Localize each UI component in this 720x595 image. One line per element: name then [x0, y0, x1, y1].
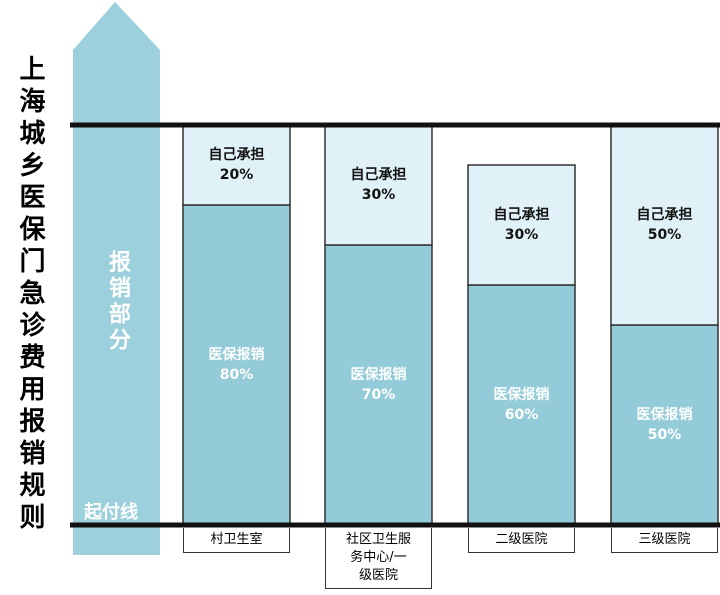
- segment-name: 自己承担: [209, 146, 265, 163]
- category-text: 社区卫生服务中心/一级医院: [345, 532, 411, 583]
- category-text: 三级医院: [638, 532, 691, 547]
- segment-name: 自己承担: [637, 206, 693, 223]
- segment-name: 自己承担: [494, 206, 550, 223]
- segment-name: 医保报销: [209, 346, 265, 363]
- category-label: 社区卫生服务中心/一级医院: [325, 528, 432, 589]
- segment-value: 50%: [648, 227, 682, 243]
- segment-value: 30%: [362, 187, 396, 203]
- bar-segment: [610, 124, 719, 326]
- segment-value: 50%: [648, 427, 682, 443]
- bar-segment: [467, 284, 576, 526]
- arrow-label: 报销部分: [105, 250, 130, 354]
- segment-name: 自己承担: [351, 166, 407, 183]
- segment-value: 60%: [505, 407, 539, 423]
- category-text: 村卫生室: [210, 532, 263, 547]
- bar-segment: [324, 124, 433, 246]
- arrow: [73, 2, 160, 555]
- category-label: 三级医院: [611, 528, 718, 553]
- segment-value: 20%: [220, 167, 254, 183]
- segment-name: 医保报销: [494, 386, 550, 403]
- category-label: 村卫生室: [183, 528, 290, 553]
- bar-segment: [610, 324, 719, 526]
- baseline-label: 起付线: [84, 502, 138, 523]
- segment-name: 医保报销: [637, 406, 693, 423]
- segment-value: 80%: [220, 367, 254, 383]
- bar-segment: [467, 164, 576, 286]
- segment-name: 医保报销: [351, 366, 407, 383]
- segment-value: 70%: [362, 387, 396, 403]
- segment-value: 30%: [505, 227, 539, 243]
- bar-segment: [182, 204, 291, 526]
- bar-segment: [182, 124, 291, 206]
- title: 上海城乡医保门急诊费用报销规则: [15, 55, 45, 535]
- category-label: 二级医院: [468, 528, 575, 553]
- bar-segment: [324, 244, 433, 526]
- category-text: 二级医院: [495, 532, 548, 547]
